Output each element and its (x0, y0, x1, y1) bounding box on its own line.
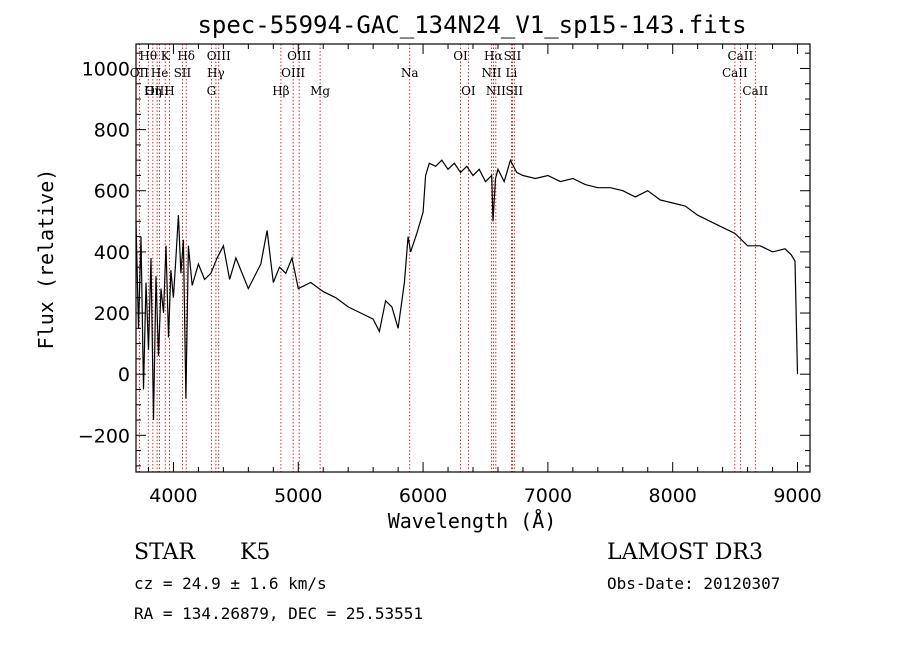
x-axis-ticks: 4000 5000 6000 7000 8000 9000 (147, 44, 822, 507)
x-tick-label: 7000 (524, 485, 572, 507)
x-tick-label: 4000 (149, 485, 197, 507)
x-tick-label: 9000 (773, 485, 821, 507)
spectral-line-label: Hβ (272, 84, 289, 98)
spectral-line-labels: HθOIIOIIIHηKHeHSIIHδGHγOIIIHβOIIIOIIIMgN… (130, 49, 769, 98)
y-tick-label: 600 (94, 181, 130, 203)
spectral-line-label: Hθ (139, 49, 157, 63)
y-tick-label: 1000 (82, 58, 130, 80)
spectral-line-label: NII (486, 84, 506, 98)
spectral-line-label: OIII (281, 66, 305, 80)
spectral-line-label: Li (506, 66, 518, 80)
spectral-line-label: Hδ (177, 49, 195, 63)
redshift-text: cz = 24.9 ± 1.6 km/s (134, 574, 327, 593)
y-tick-label: −200 (78, 425, 130, 447)
x-tick-label: 8000 (649, 485, 697, 507)
spectral-line-label: SII (504, 49, 522, 63)
spectral-line-label: K (161, 49, 171, 63)
spectral-line-label: Na (401, 66, 419, 80)
spectral-line-label: SII (505, 84, 523, 98)
spectral-line-label: H (164, 84, 174, 98)
obs-date-text: Obs-Date: 20120307 (607, 574, 780, 593)
x-tick-label: 5000 (274, 485, 322, 507)
survey-name: LAMOST DR3 (607, 540, 763, 565)
x-tick-label: 6000 (399, 485, 447, 507)
spectral-line-label: He (151, 66, 169, 80)
y-tick-label: 400 (94, 242, 130, 264)
y-tick-label: 0 (118, 364, 130, 386)
spectral-line-label: OI (453, 49, 468, 63)
spectral-line-label: OII (130, 66, 150, 80)
spectral-line-label: OIII (207, 49, 231, 63)
spectral-line-label: CaII (742, 84, 768, 98)
spectral-line-label: Hα (484, 49, 503, 63)
spectral-line-label: OI (461, 84, 476, 98)
y-axis-ticks: −200 0 200 400 600 800 1000 (78, 52, 810, 467)
object-class: STAR (134, 540, 196, 565)
spectral-line-label: Mg (310, 84, 330, 98)
spectral-line-label: OIII (287, 49, 311, 63)
chart-title: spec-55994-GAC_134N24_V1_sp15-143.fits (197, 11, 746, 39)
y-tick-label: 200 (94, 303, 130, 325)
y-axis-label: Flux (relative) (34, 169, 58, 350)
spectral-line-markers (138, 44, 756, 472)
spectral-line-label: CaII (722, 66, 748, 80)
spectral-line-label: OIII (145, 84, 169, 98)
object-subclass: K5 (240, 540, 270, 565)
spectral-line-label: SII (174, 66, 192, 80)
spectral-line-label: NII (481, 66, 501, 80)
spectral-line-label: G (207, 84, 217, 98)
coordinates-text: RA = 134.26879, DEC = 25.53551 (134, 604, 423, 623)
spectral-line-label: Hγ (207, 66, 225, 80)
y-tick-label: 800 (94, 120, 130, 142)
spectral-line-label: Hη (144, 84, 162, 98)
spectral-line-label: CaII (727, 49, 753, 63)
spectrum-series-line (135, 158, 799, 421)
x-axis-label: Wavelength (Å) (388, 509, 557, 533)
plot-frame (135, 43, 811, 473)
